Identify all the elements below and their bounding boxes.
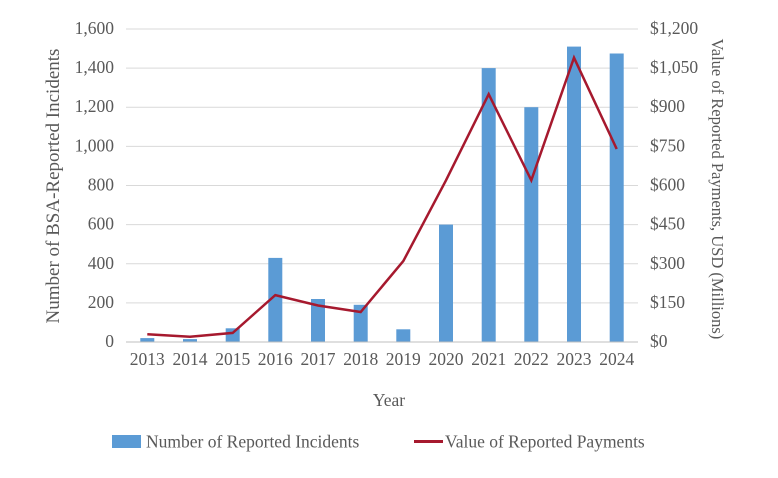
svg-text:2023: 2023 <box>557 349 592 369</box>
svg-text:2024: 2024 <box>599 349 634 369</box>
svg-text:2020: 2020 <box>429 349 464 369</box>
svg-text:2022: 2022 <box>514 349 549 369</box>
svg-text:1,400: 1,400 <box>75 57 115 77</box>
svg-text:$600: $600 <box>650 175 685 195</box>
svg-text:2021: 2021 <box>471 349 506 369</box>
svg-text:200: 200 <box>88 292 115 312</box>
svg-text:2017: 2017 <box>301 349 336 369</box>
svg-text:0: 0 <box>105 331 114 351</box>
svg-text:400: 400 <box>88 253 115 273</box>
svg-text:$0: $0 <box>650 331 668 351</box>
svg-text:2015: 2015 <box>215 349 250 369</box>
svg-text:2019: 2019 <box>386 349 421 369</box>
svg-text:$300: $300 <box>650 253 685 273</box>
svg-text:2016: 2016 <box>258 349 293 369</box>
svg-text:600: 600 <box>88 214 115 234</box>
svg-text:1,600: 1,600 <box>75 18 115 38</box>
svg-text:$1,050: $1,050 <box>650 57 698 77</box>
svg-text:800: 800 <box>88 175 115 195</box>
svg-text:2014: 2014 <box>173 349 208 369</box>
svg-text:2018: 2018 <box>343 349 378 369</box>
svg-text:$450: $450 <box>650 214 685 234</box>
svg-text:2013: 2013 <box>130 349 165 369</box>
svg-text:$750: $750 <box>650 135 685 155</box>
svg-text:$900: $900 <box>650 96 685 116</box>
svg-text:1,000: 1,000 <box>75 135 115 155</box>
svg-text:1,200: 1,200 <box>75 96 115 116</box>
svg-text:$1,200: $1,200 <box>650 18 698 38</box>
svg-text:$150: $150 <box>650 292 685 312</box>
